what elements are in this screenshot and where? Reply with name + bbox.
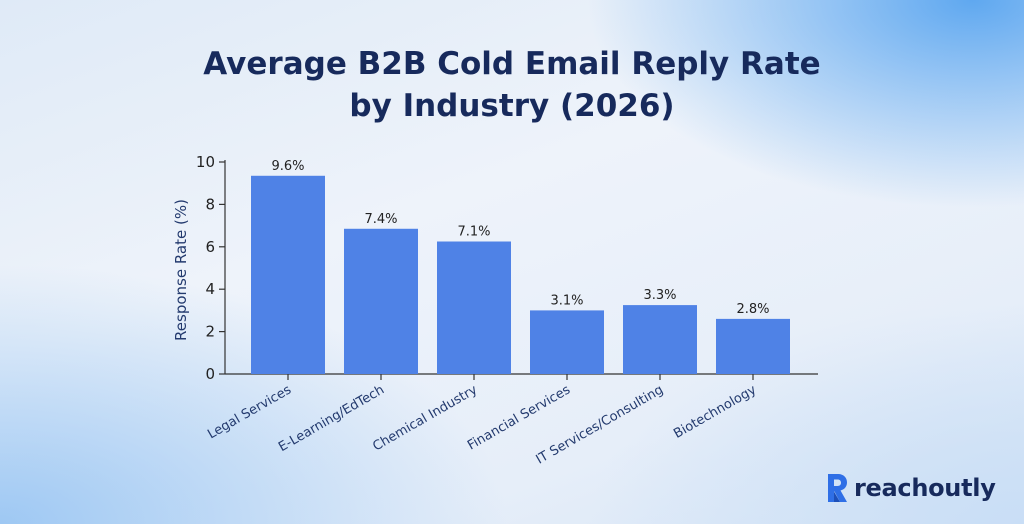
bar-6: [716, 318, 790, 374]
data-label: 3.3%: [643, 288, 676, 303]
bar-4: [530, 310, 604, 374]
data-label: 7.1%: [457, 225, 490, 240]
bar-1: [251, 175, 325, 374]
bar-3: [437, 241, 511, 374]
bar-2: [344, 228, 418, 374]
data-label: 9.6%: [271, 159, 304, 174]
x-tick-label: Legal Services: [205, 382, 294, 442]
y-tick-label: 2: [205, 323, 215, 341]
x-tick-label: Biotechnology: [671, 382, 759, 441]
data-label: 2.8%: [736, 302, 769, 317]
data-label: 7.4%: [364, 212, 397, 227]
brand-logo: reachoutly: [826, 470, 996, 506]
data-label: 3.1%: [550, 293, 583, 308]
y-axis-label: Response Rate (%): [172, 199, 190, 341]
bar-5: [623, 305, 697, 374]
reachoutly-logo-icon: [828, 474, 847, 502]
y-tick-label: 8: [205, 195, 215, 213]
y-tick-label: 6: [205, 238, 215, 256]
chart-title-line-1: Average B2B Cold Email Reply Rate: [203, 46, 821, 82]
x-tick-label: E-Learning/EdTech: [276, 382, 387, 455]
y-tick-label: 10: [196, 153, 215, 171]
chart-title-line-2: by Industry (2026): [349, 88, 675, 124]
y-tick-label: 0: [205, 365, 215, 383]
x-tick-label: Chemical Industry: [370, 382, 480, 454]
y-tick-label: 4: [205, 280, 215, 298]
brand-name: reachoutly: [854, 474, 996, 502]
